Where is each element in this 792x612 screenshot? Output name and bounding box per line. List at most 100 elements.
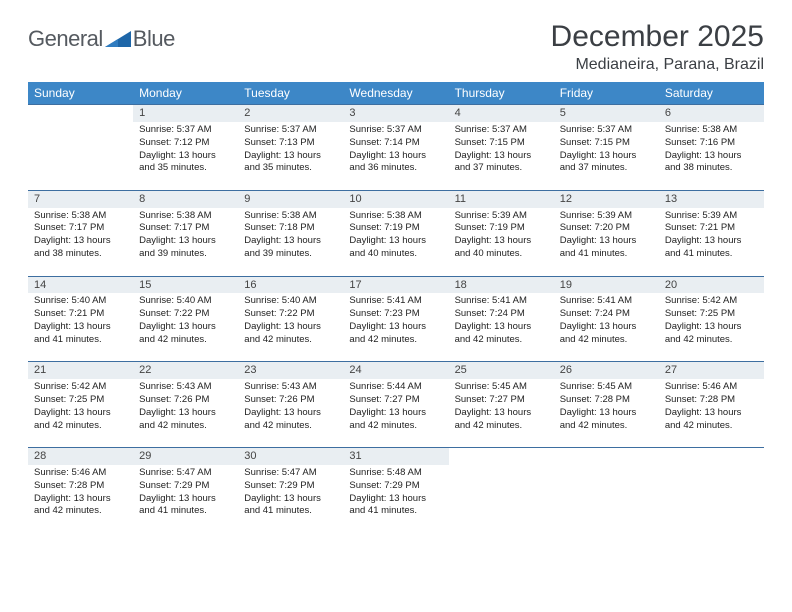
day-data-cell: Sunrise: 5:37 AMSunset: 7:15 PMDaylight:… xyxy=(449,122,554,191)
day-sr-text: Sunrise: 5:41 AM xyxy=(560,295,653,307)
day-d1-text: Daylight: 13 hours xyxy=(34,235,127,247)
day-sr-text: Sunrise: 5:45 AM xyxy=(455,381,548,393)
day-ss-text: Sunset: 7:20 PM xyxy=(560,222,653,234)
day-sr-text: Sunrise: 5:46 AM xyxy=(34,467,127,479)
day-number-row: 78910111213 xyxy=(28,190,764,207)
day-d2-text: and 39 minutes. xyxy=(139,248,232,260)
day-ss-text: Sunset: 7:13 PM xyxy=(244,137,337,149)
day-ss-text: Sunset: 7:19 PM xyxy=(349,222,442,234)
day-ss-text: Sunset: 7:21 PM xyxy=(34,308,127,320)
day-data-cell: Sunrise: 5:39 AMSunset: 7:19 PMDaylight:… xyxy=(449,208,554,277)
day-d1-text: Daylight: 13 hours xyxy=(349,235,442,247)
day-number-cell: 18 xyxy=(449,276,554,293)
day-sr-text: Sunrise: 5:38 AM xyxy=(34,210,127,222)
day-ss-text: Sunset: 7:29 PM xyxy=(349,480,442,492)
day-sr-text: Sunrise: 5:40 AM xyxy=(34,295,127,307)
calendar-table: Sunday Monday Tuesday Wednesday Thursday… xyxy=(28,82,764,533)
day-sr-text: Sunrise: 5:37 AM xyxy=(455,124,548,136)
day-sr-text: Sunrise: 5:38 AM xyxy=(244,210,337,222)
day-d1-text: Daylight: 13 hours xyxy=(139,321,232,333)
day-d2-text: and 42 minutes. xyxy=(455,420,548,432)
day-data-cell: Sunrise: 5:40 AMSunset: 7:21 PMDaylight:… xyxy=(28,293,133,362)
day-number-cell xyxy=(449,448,554,465)
day-d1-text: Daylight: 13 hours xyxy=(34,407,127,419)
day-d2-text: and 41 minutes. xyxy=(244,505,337,517)
day-number-cell: 10 xyxy=(343,190,448,207)
day-d1-text: Daylight: 13 hours xyxy=(244,150,337,162)
day-data-row: Sunrise: 5:37 AMSunset: 7:12 PMDaylight:… xyxy=(28,122,764,191)
brand-word-2: Blue xyxy=(133,26,175,52)
day-number-row: 123456 xyxy=(28,105,764,122)
day-ss-text: Sunset: 7:29 PM xyxy=(244,480,337,492)
day-number-cell: 26 xyxy=(554,362,659,379)
day-ss-text: Sunset: 7:27 PM xyxy=(349,394,442,406)
day-data-cell: Sunrise: 5:41 AMSunset: 7:24 PMDaylight:… xyxy=(449,293,554,362)
day-data-cell: Sunrise: 5:48 AMSunset: 7:29 PMDaylight:… xyxy=(343,465,448,533)
weekday-header: Saturday xyxy=(659,82,764,105)
day-d1-text: Daylight: 13 hours xyxy=(139,493,232,505)
day-data-cell: Sunrise: 5:41 AMSunset: 7:23 PMDaylight:… xyxy=(343,293,448,362)
day-d2-text: and 42 minutes. xyxy=(244,334,337,346)
day-d1-text: Daylight: 13 hours xyxy=(665,235,758,247)
day-data-row: Sunrise: 5:38 AMSunset: 7:17 PMDaylight:… xyxy=(28,208,764,277)
day-data-cell: Sunrise: 5:43 AMSunset: 7:26 PMDaylight:… xyxy=(133,379,238,448)
day-data-row: Sunrise: 5:40 AMSunset: 7:21 PMDaylight:… xyxy=(28,293,764,362)
day-number-row: 21222324252627 xyxy=(28,362,764,379)
day-data-cell: Sunrise: 5:43 AMSunset: 7:26 PMDaylight:… xyxy=(238,379,343,448)
day-number-cell: 12 xyxy=(554,190,659,207)
day-number-cell: 22 xyxy=(133,362,238,379)
day-d2-text: and 38 minutes. xyxy=(34,248,127,260)
day-data-cell: Sunrise: 5:42 AMSunset: 7:25 PMDaylight:… xyxy=(659,293,764,362)
day-d2-text: and 35 minutes. xyxy=(244,162,337,174)
day-d1-text: Daylight: 13 hours xyxy=(455,150,548,162)
day-sr-text: Sunrise: 5:38 AM xyxy=(665,124,758,136)
day-data-cell xyxy=(28,122,133,191)
day-data-cell: Sunrise: 5:46 AMSunset: 7:28 PMDaylight:… xyxy=(28,465,133,533)
day-d2-text: and 41 minutes. xyxy=(560,248,653,260)
day-data-cell: Sunrise: 5:46 AMSunset: 7:28 PMDaylight:… xyxy=(659,379,764,448)
day-number-cell: 25 xyxy=(449,362,554,379)
day-d2-text: and 39 minutes. xyxy=(244,248,337,260)
day-number-cell xyxy=(28,105,133,122)
day-d1-text: Daylight: 13 hours xyxy=(455,235,548,247)
day-sr-text: Sunrise: 5:45 AM xyxy=(560,381,653,393)
day-ss-text: Sunset: 7:17 PM xyxy=(34,222,127,234)
day-ss-text: Sunset: 7:15 PM xyxy=(560,137,653,149)
day-d1-text: Daylight: 13 hours xyxy=(34,321,127,333)
day-number-cell: 8 xyxy=(133,190,238,207)
day-sr-text: Sunrise: 5:37 AM xyxy=(349,124,442,136)
day-sr-text: Sunrise: 5:38 AM xyxy=(139,210,232,222)
day-data-cell xyxy=(449,465,554,533)
day-d1-text: Daylight: 13 hours xyxy=(139,407,232,419)
day-number-cell: 23 xyxy=(238,362,343,379)
day-d1-text: Daylight: 13 hours xyxy=(244,235,337,247)
day-sr-text: Sunrise: 5:37 AM xyxy=(560,124,653,136)
weekday-header: Sunday xyxy=(28,82,133,105)
day-d2-text: and 42 minutes. xyxy=(665,334,758,346)
day-d2-text: and 42 minutes. xyxy=(34,420,127,432)
day-sr-text: Sunrise: 5:48 AM xyxy=(349,467,442,479)
day-number-cell: 17 xyxy=(343,276,448,293)
day-d2-text: and 40 minutes. xyxy=(455,248,548,260)
day-ss-text: Sunset: 7:24 PM xyxy=(560,308,653,320)
location-subtitle: Medianeira, Parana, Brazil xyxy=(551,56,764,74)
day-number-cell: 27 xyxy=(659,362,764,379)
day-number-cell: 30 xyxy=(238,448,343,465)
day-d1-text: Daylight: 13 hours xyxy=(560,407,653,419)
day-d2-text: and 37 minutes. xyxy=(560,162,653,174)
day-data-cell: Sunrise: 5:45 AMSunset: 7:28 PMDaylight:… xyxy=(554,379,659,448)
day-ss-text: Sunset: 7:16 PM xyxy=(665,137,758,149)
day-sr-text: Sunrise: 5:37 AM xyxy=(244,124,337,136)
day-number-cell xyxy=(659,448,764,465)
day-sr-text: Sunrise: 5:40 AM xyxy=(244,295,337,307)
day-d2-text: and 41 minutes. xyxy=(349,505,442,517)
day-sr-text: Sunrise: 5:39 AM xyxy=(455,210,548,222)
day-ss-text: Sunset: 7:22 PM xyxy=(139,308,232,320)
day-number-cell: 5 xyxy=(554,105,659,122)
day-d1-text: Daylight: 13 hours xyxy=(560,150,653,162)
day-sr-text: Sunrise: 5:39 AM xyxy=(560,210,653,222)
day-data-cell: Sunrise: 5:40 AMSunset: 7:22 PMDaylight:… xyxy=(238,293,343,362)
day-data-cell: Sunrise: 5:47 AMSunset: 7:29 PMDaylight:… xyxy=(133,465,238,533)
day-d2-text: and 42 minutes. xyxy=(34,505,127,517)
day-ss-text: Sunset: 7:29 PM xyxy=(139,480,232,492)
